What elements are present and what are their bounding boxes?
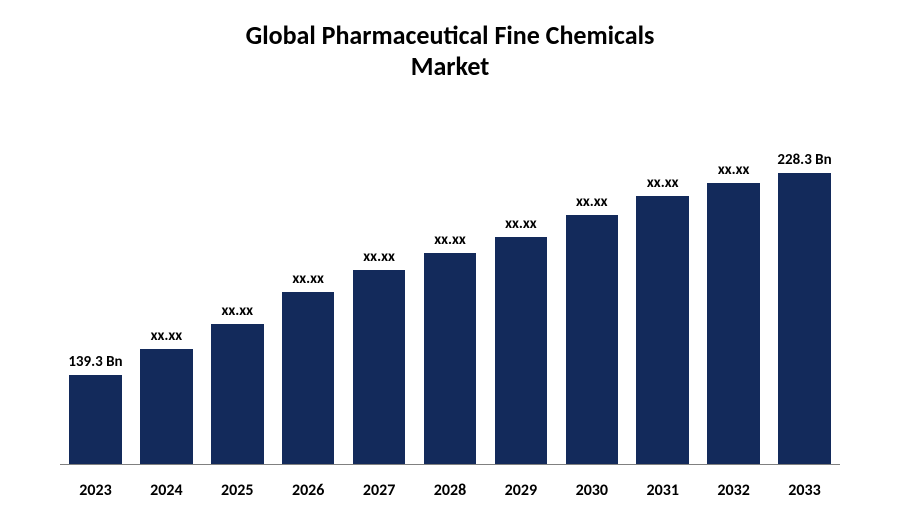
- x-axis-label: 2028: [415, 481, 486, 500]
- chart-title-line1: Global Pharmaceutical Fine Chemicals: [0, 20, 900, 51]
- bar: [778, 173, 830, 464]
- bar-group: xx.xx: [131, 145, 202, 464]
- bar-group: xx.xx: [485, 145, 556, 464]
- bar: [140, 349, 192, 464]
- bar: [495, 237, 547, 464]
- x-axis-labels: 2023202420252026202720282029203020312032…: [60, 481, 840, 500]
- bar-value-label: xx.xx: [363, 248, 395, 266]
- bar-group: xx.xx: [627, 145, 698, 464]
- chart-title-line2: Market: [0, 51, 900, 82]
- bar-group: xx.xx: [415, 145, 486, 464]
- bar: [353, 270, 405, 464]
- bar-group: xx.xx: [556, 145, 627, 464]
- bar: [282, 292, 334, 464]
- bar-value-label: xx.xx: [434, 231, 466, 249]
- bar-group: xx.xx: [698, 145, 769, 464]
- bar-group: xx.xx: [202, 145, 273, 464]
- x-axis-label: 2030: [556, 481, 627, 500]
- x-axis-line: [60, 464, 840, 465]
- bar-value-label: xx.xx: [292, 270, 324, 288]
- bar: [566, 215, 618, 464]
- bar-value-label: 139.3 Bn: [68, 353, 122, 371]
- bar-group: 228.3 Bn: [769, 145, 840, 464]
- bar-group: xx.xx: [273, 145, 344, 464]
- x-axis-label: 2032: [698, 481, 769, 500]
- x-axis-label: 2029: [485, 481, 556, 500]
- bar: [707, 183, 759, 464]
- bar-group: 139.3 Bn: [60, 145, 131, 464]
- x-axis-label: 2026: [273, 481, 344, 500]
- chart-title: Global Pharmaceutical Fine Chemicals Mar…: [0, 0, 900, 82]
- bar: [424, 253, 476, 464]
- bar-value-label: xx.xx: [505, 215, 537, 233]
- bar: [636, 196, 688, 464]
- x-axis-label: 2023: [60, 481, 131, 500]
- bar: [211, 324, 263, 464]
- x-axis-label: 2027: [344, 481, 415, 500]
- bar: [69, 375, 121, 464]
- bar-value-label: 228.3 Bn: [777, 151, 831, 169]
- bar-group: xx.xx: [344, 145, 415, 464]
- bar-value-label: xx.xx: [576, 193, 608, 211]
- bars-container: 139.3 Bn xx.xx xx.xx xx.xx xx.xx xx.xx xx.xx xx…: [60, 145, 840, 464]
- x-axis-label: 2025: [202, 481, 273, 500]
- x-axis-label: 2031: [627, 481, 698, 500]
- bar-value-label: xx.xx: [151, 327, 183, 345]
- bar-value-label: xx.xx: [221, 302, 253, 320]
- bar-value-label: xx.xx: [718, 161, 750, 179]
- chart-plot-area: 139.3 Bn xx.xx xx.xx xx.xx xx.xx xx.xx xx.xx xx…: [60, 145, 840, 465]
- bar-value-label: xx.xx: [647, 174, 679, 192]
- x-axis-label: 2033: [769, 481, 840, 500]
- x-axis-label: 2024: [131, 481, 202, 500]
